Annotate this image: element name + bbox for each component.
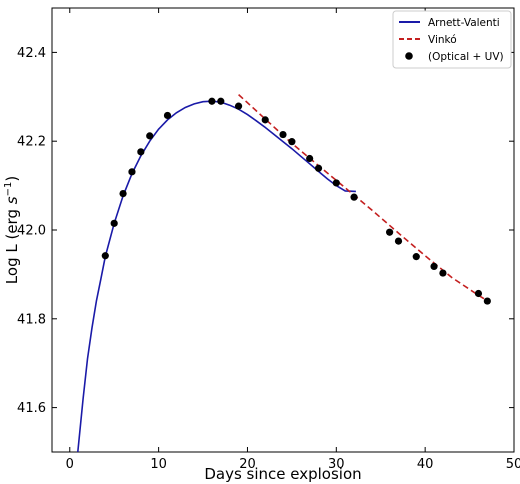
- data-point: [208, 97, 216, 105]
- data-point: [474, 289, 483, 298]
- legend-label-optical-uv: (Optical + UV): [428, 51, 504, 63]
- legend-box: [392, 10, 512, 69]
- x-tick-label: 10: [150, 457, 167, 472]
- legend-label-arnett-valenti: Arnett-Valenti: [428, 17, 500, 29]
- legend-label-vinko: Vinkó: [428, 34, 457, 46]
- y-tick-label: 42.2: [17, 135, 46, 150]
- data-point: [279, 130, 287, 139]
- data-point: [483, 297, 491, 305]
- y-axis-title: Log L (erg s−1): [3, 176, 21, 284]
- x-tick-label: 50: [506, 457, 520, 472]
- legend-swatch-optical-uv: [405, 52, 413, 60]
- data-point: [146, 132, 154, 140]
- y-tick-label: 42.4: [17, 46, 46, 61]
- y-tick-label: 42.0: [17, 224, 46, 239]
- data-point: [306, 154, 314, 163]
- x-axis-title: Days since explosion: [204, 465, 361, 483]
- axis-ticks: 0 10 20 30 40 50 41.6 41.8 42.0 42.2 42.4: [17, 8, 520, 472]
- legend: Arnett-Valenti Vinkó (Optical + UV): [392, 10, 512, 69]
- data-point: [314, 164, 323, 172]
- x-tick-label: 30: [328, 457, 345, 472]
- data-point: [163, 111, 172, 120]
- data-point: [288, 138, 296, 146]
- data-point: [350, 193, 358, 201]
- y-tick-label: 41.8: [17, 312, 46, 327]
- data-point: [234, 102, 243, 110]
- data-point: [128, 168, 136, 176]
- plot-area: [51, 7, 515, 453]
- data-point: [332, 179, 340, 187]
- x-tick-label: 40: [417, 457, 434, 472]
- data-point: [430, 262, 438, 271]
- series-layer: [77, 94, 491, 452]
- data-point: [137, 148, 145, 156]
- x-tick-label: 20: [239, 457, 256, 472]
- data-point: [119, 189, 127, 198]
- data-point: [394, 237, 403, 245]
- data-point: [101, 252, 109, 260]
- data-point: [110, 219, 118, 227]
- y-tick-label: 41.6: [17, 401, 46, 416]
- x-tick-label: 0: [66, 457, 74, 472]
- data-point: [217, 97, 225, 105]
- data-point: [439, 269, 447, 277]
- data-point: [261, 116, 269, 124]
- data-point: [412, 253, 420, 261]
- series-line-arnett-valenti: [77, 100, 356, 452]
- data-point: [386, 228, 394, 236]
